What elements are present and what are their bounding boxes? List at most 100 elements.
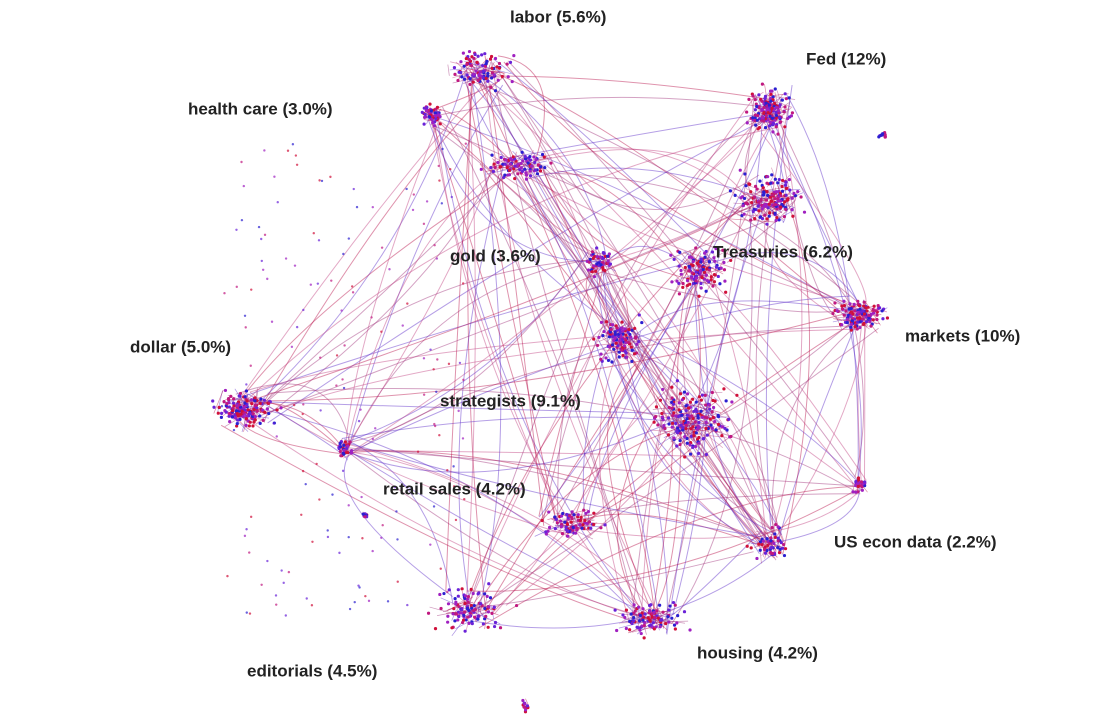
node-dot <box>702 437 706 441</box>
node-dot <box>771 98 775 102</box>
node-dot <box>724 290 728 294</box>
node-dot <box>437 113 441 117</box>
node-dot <box>710 426 714 430</box>
node-dot <box>769 536 773 540</box>
edge <box>705 387 712 410</box>
edge <box>671 198 753 625</box>
node-dot <box>699 409 703 413</box>
node-dot <box>768 120 773 124</box>
node-dot <box>745 544 749 548</box>
node-dot <box>449 167 452 171</box>
node-dot <box>437 164 440 168</box>
node-dot <box>714 428 718 432</box>
node-dot <box>595 246 599 250</box>
node-dot <box>705 433 709 437</box>
node-dot <box>338 441 342 446</box>
edge <box>452 72 469 79</box>
node-dot <box>460 620 465 625</box>
edge <box>591 258 616 272</box>
node-dot <box>422 222 426 226</box>
node-dot <box>564 525 568 529</box>
edge <box>466 251 606 610</box>
node-dot <box>637 313 641 317</box>
node-dot <box>592 275 597 279</box>
node-dot <box>330 279 333 282</box>
node-dot <box>761 186 765 190</box>
node-dot <box>681 285 685 289</box>
node-dot <box>519 166 523 170</box>
node-dot <box>584 511 588 515</box>
node-dot <box>849 314 853 319</box>
node-dot <box>751 116 755 120</box>
node-dot <box>446 590 449 594</box>
node-dot <box>255 409 259 413</box>
node-dot <box>700 415 704 419</box>
node-dot <box>778 547 782 551</box>
node-dot <box>597 335 601 340</box>
node-dot <box>528 154 532 159</box>
node-dot <box>623 615 627 620</box>
node-dot <box>420 485 423 488</box>
node-dot <box>253 396 257 400</box>
node-dot <box>833 301 837 305</box>
node-dot <box>720 425 725 429</box>
node-dot <box>540 518 544 523</box>
node-dot <box>757 200 761 204</box>
node-dot <box>851 312 855 316</box>
node-dot <box>609 328 613 332</box>
node-dot <box>758 179 762 183</box>
node-dot <box>326 535 330 539</box>
node-dot <box>622 344 627 348</box>
node-dot <box>861 322 866 326</box>
node-dot <box>521 698 525 703</box>
edge <box>652 413 682 615</box>
node-dot <box>393 486 397 489</box>
node-dot <box>723 279 727 283</box>
node-dot <box>229 394 233 398</box>
node-dot <box>599 352 603 356</box>
node-dot <box>512 167 516 171</box>
node-dot <box>697 395 702 399</box>
node-dot <box>753 108 757 112</box>
node-dot <box>677 281 681 286</box>
node-dot <box>654 405 659 409</box>
edge <box>773 100 839 321</box>
node-dot <box>642 620 647 625</box>
node-dot <box>422 357 426 360</box>
edge <box>465 74 682 436</box>
node-dot <box>773 197 777 201</box>
node-dot <box>465 597 470 602</box>
node-dot <box>483 606 487 611</box>
node-dot <box>318 179 321 182</box>
edge <box>231 163 528 413</box>
node-dot <box>249 364 252 367</box>
node-dot <box>428 102 432 106</box>
node-dot <box>691 263 695 268</box>
node-dot <box>500 74 504 79</box>
node-dot <box>802 210 807 214</box>
node-dot <box>685 392 690 396</box>
node-dot <box>248 612 252 615</box>
edge <box>493 58 718 266</box>
node-dot <box>559 514 564 518</box>
node-dot <box>312 232 315 235</box>
edge <box>714 411 724 425</box>
node-dot <box>773 177 777 181</box>
node-dot <box>563 520 567 524</box>
node-dot <box>633 326 637 330</box>
node-dot <box>476 54 480 58</box>
node-dot <box>782 542 786 547</box>
node-dot <box>688 282 692 286</box>
node-dot <box>425 105 429 110</box>
node-dot <box>688 414 692 418</box>
node-dot <box>429 109 434 113</box>
node-dot <box>493 620 498 625</box>
node-dot <box>620 326 624 330</box>
cluster-label: housing (4.2%) <box>697 643 818 662</box>
node-dot <box>770 525 774 530</box>
edge <box>584 526 592 536</box>
node-dot <box>528 174 533 178</box>
node-dot <box>847 307 851 311</box>
node-dot <box>697 420 701 425</box>
